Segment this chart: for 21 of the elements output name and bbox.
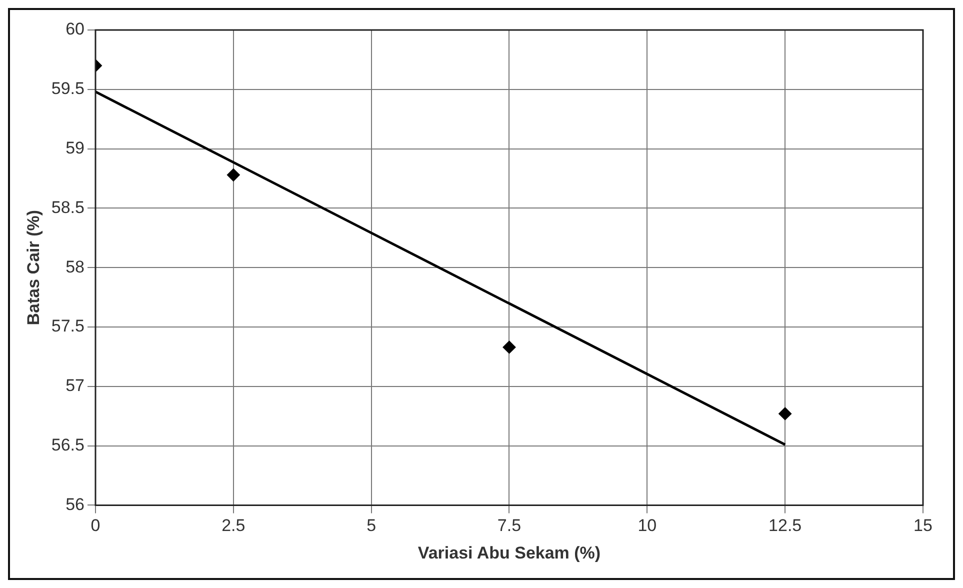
y-tick-label: 57 (66, 376, 84, 396)
x-tick-label: 2.5 (222, 516, 246, 536)
y-tick-label: 56.5 (51, 435, 84, 454)
y-tick-label: 60 (66, 20, 84, 39)
x-tick-label: 0 (90, 516, 100, 536)
y-tick-label: 56 (66, 494, 84, 514)
point (778, 407, 792, 420)
y-tick-label: 58.5 (51, 198, 84, 217)
x-tick-label: 12.5 (768, 516, 802, 536)
y-axis-title: Batas Cair (%) (24, 210, 43, 326)
x-tick-label: 5 (366, 516, 376, 536)
x-axis-title: Variasi Abu Sekam (%) (418, 543, 601, 562)
point (226, 168, 240, 182)
y-tick-label: 57.5 (51, 316, 84, 336)
x-tick-label: 15 (914, 516, 932, 536)
y-tick-label: 59.5 (51, 79, 84, 98)
y-tick-label: 58 (66, 257, 84, 276)
x-tick-label: 10 (638, 516, 657, 536)
point (502, 340, 516, 354)
x-tick-label: 7.5 (497, 516, 522, 536)
y-tick-label: 59 (66, 138, 84, 158)
